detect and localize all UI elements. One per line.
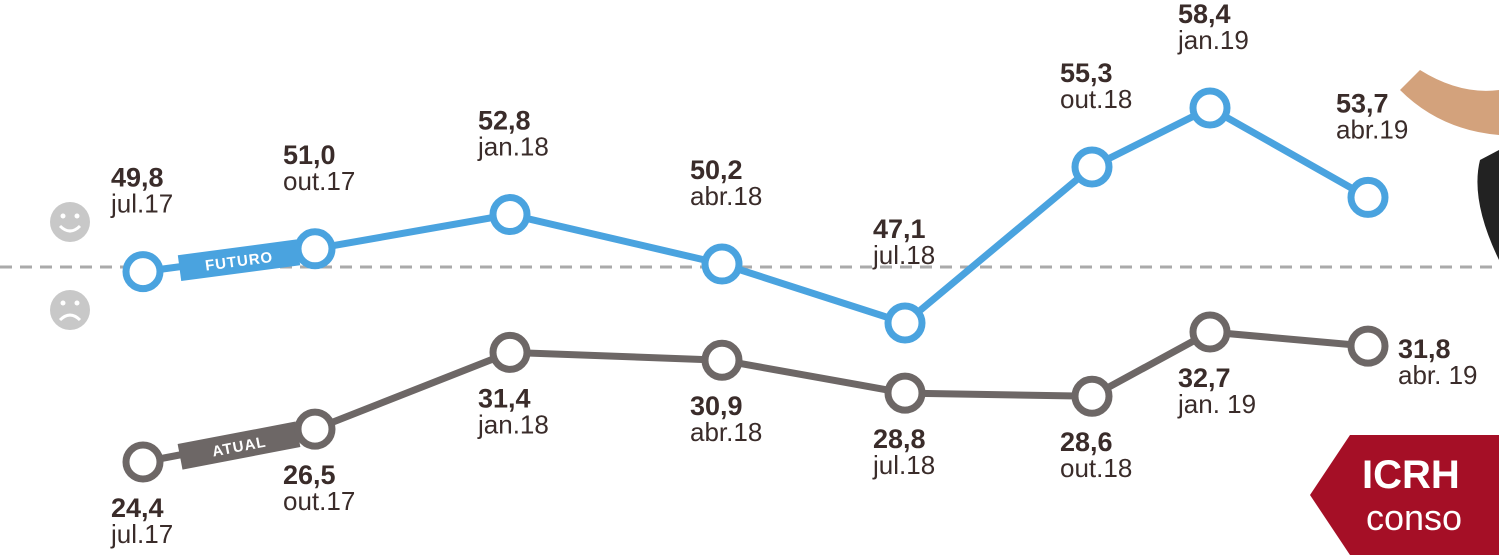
date-label: out.18 <box>1060 84 1132 114</box>
series-line <box>142 328 1369 466</box>
badge: ICRH conso <box>1310 435 1499 555</box>
badge-title: ICRH <box>1362 453 1460 497</box>
point <box>701 339 743 381</box>
series-tag: ATUAL <box>177 421 301 470</box>
value-label: 24,4 <box>111 493 164 523</box>
date-label: jul.18 <box>872 450 935 480</box>
value-label: 50,2 <box>690 155 743 185</box>
point <box>1071 375 1113 417</box>
date-label: abr.18 <box>690 417 762 447</box>
date-label: jul.17 <box>110 189 173 219</box>
value-label: 26,5 <box>283 460 336 490</box>
value-label: 51,0 <box>283 140 336 170</box>
point <box>489 194 531 236</box>
series-tag: FUTURO <box>177 239 301 281</box>
date-label: abr.18 <box>690 181 762 211</box>
point <box>1189 87 1231 129</box>
value-label: 55,3 <box>1060 58 1113 88</box>
sad-icon <box>50 290 90 330</box>
hand-illustration <box>1400 70 1499 260</box>
date-label: abr.19 <box>1336 114 1408 144</box>
point <box>294 408 336 450</box>
date-label: jan. 19 <box>1177 389 1256 419</box>
value-label: 31,4 <box>478 383 531 413</box>
badge-subtitle: conso <box>1366 497 1462 538</box>
point <box>1347 325 1389 367</box>
value-label: 53,7 <box>1336 88 1389 118</box>
value-label: 28,8 <box>873 424 926 454</box>
date-label: jul.17 <box>110 519 173 549</box>
series-line <box>142 104 1370 327</box>
point <box>294 228 336 270</box>
point <box>122 251 164 293</box>
value-label: 49,8 <box>111 163 164 193</box>
point <box>122 441 164 483</box>
series-tag-bg <box>177 421 301 470</box>
date-label: jul.18 <box>872 240 935 270</box>
point <box>884 302 926 344</box>
date-label: out.18 <box>1060 453 1132 483</box>
value-label: 30,9 <box>690 391 743 421</box>
point <box>1071 146 1113 188</box>
value-label: 52,8 <box>478 106 531 136</box>
point <box>1347 176 1389 218</box>
point <box>884 372 926 414</box>
point <box>489 331 531 373</box>
value-label: 58,4 <box>1178 0 1231 29</box>
value-label: 32,7 <box>1178 363 1231 393</box>
happy-icon <box>50 202 90 242</box>
series-tag-bg <box>177 239 301 281</box>
value-label: 31,8 <box>1398 334 1451 364</box>
value-label: 28,6 <box>1060 427 1113 457</box>
value-label: 47,1 <box>873 214 926 244</box>
date-label: jan.18 <box>477 132 549 162</box>
date-label: jan.19 <box>1177 25 1249 55</box>
point <box>701 243 743 285</box>
date-label: jan.18 <box>477 409 549 439</box>
date-label: abr. 19 <box>1398 360 1478 390</box>
point <box>1189 311 1231 353</box>
date-label: out.17 <box>283 166 355 196</box>
date-label: out.17 <box>283 486 355 516</box>
